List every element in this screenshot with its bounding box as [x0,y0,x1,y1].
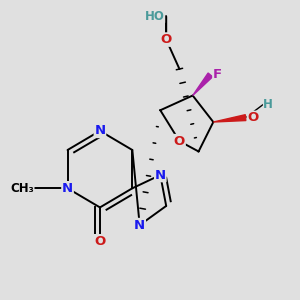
Text: N: N [134,219,145,232]
Text: N: N [62,182,73,195]
Text: F: F [213,68,222,81]
Text: O: O [247,111,258,124]
Text: HO: HO [145,10,165,22]
Polygon shape [193,73,213,95]
Text: CH₃: CH₃ [10,182,34,195]
Polygon shape [213,115,246,122]
Text: H: H [263,98,273,111]
Text: O: O [160,33,172,46]
Text: N: N [94,124,106,137]
Text: O: O [94,235,106,248]
Text: N: N [155,169,166,182]
Text: O: O [174,135,185,148]
